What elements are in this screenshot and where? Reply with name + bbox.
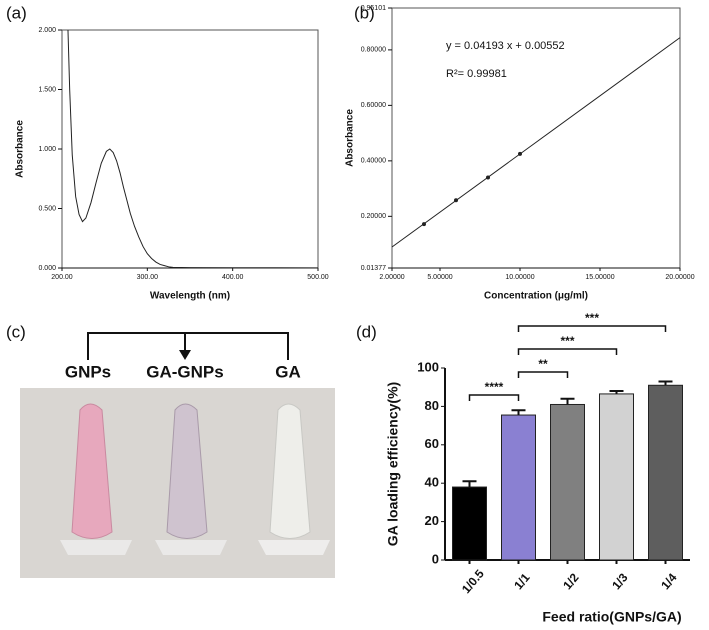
y-tick-label: 20 [425, 513, 439, 528]
y-tick-label: 0.80000 [361, 47, 386, 54]
panel-label: (b) [354, 3, 375, 22]
error-bar [462, 480, 477, 488]
photo-panel: (c) GNPs GA-GNPs GA [6, 322, 335, 578]
error-bar [560, 397, 575, 405]
y-tick-label: 0.60000 [361, 102, 386, 109]
x-tick-label: 5.00000 [427, 274, 452, 281]
tube-label: GNPs [65, 362, 111, 381]
tube [71, 403, 113, 539]
y-tick-label: 1.500 [38, 86, 56, 93]
y-tick-label: 0.500 [38, 205, 56, 212]
bar [452, 486, 487, 561]
annotation: y = 0.04193 x + 0.00552 [446, 40, 565, 52]
significance-bracket [517, 348, 618, 355]
panel-label: (d) [356, 322, 377, 341]
x-axis-label: Concentration (μg/ml) [484, 291, 588, 302]
significance-label: *** [560, 334, 574, 348]
bar [599, 393, 634, 561]
x-tick-label: 1/3 [609, 570, 631, 592]
tube-base [60, 540, 132, 555]
error-bar [658, 380, 673, 386]
data-point [422, 222, 426, 227]
tube-label: GA-GNPs [146, 362, 223, 381]
x-tick-label: 500.00 [307, 274, 329, 281]
tube-label: GA [275, 362, 301, 381]
x-tick-label: 1/2 [560, 570, 582, 592]
bar [550, 403, 585, 561]
y-tick-label: 0.20000 [361, 213, 386, 220]
y-tick-label: 2.000 [38, 27, 56, 34]
x-tick-label: 10.00000 [505, 274, 534, 281]
bar [501, 414, 536, 561]
x-tick-label: 1/4 [658, 570, 680, 592]
y-tick-label: 80 [425, 398, 439, 413]
significance-bracket [517, 325, 667, 332]
tube-base [155, 540, 227, 555]
significance-label: *** [585, 311, 599, 325]
significance-bracket [517, 371, 569, 378]
x-tick-label: 300.00 [137, 274, 159, 281]
annotation: R²= 0.99981 [446, 68, 507, 80]
y-axis-label: Absorbance [15, 120, 26, 178]
arrow [179, 350, 191, 360]
panel-label: (a) [6, 3, 27, 22]
error-bar [609, 390, 624, 394]
y-tick-label: 0 [432, 551, 439, 566]
y-tick-label: 0.40000 [361, 158, 386, 165]
tube-base [258, 540, 330, 555]
x-axis-label: Wavelength (nm) [150, 291, 230, 302]
error-bar [511, 409, 526, 416]
significance-label: **** [485, 380, 504, 394]
x-tick-label: 200.00 [51, 274, 73, 281]
x-tick-label: 1/1 [511, 570, 533, 592]
y-axis-label: GA loading efficiency(%) [385, 382, 401, 546]
x-tick-label: 20.00000 [665, 274, 694, 281]
y-axis-label: Absorbance [345, 109, 356, 167]
x-tick-label: 400.00 [222, 274, 244, 281]
y-tick-label: 0.000 [38, 265, 56, 272]
y-tick-label: 40 [425, 475, 439, 490]
tube [166, 403, 208, 539]
y-tick-label: 100 [417, 359, 439, 374]
y-tick-label: 1.000 [38, 146, 56, 153]
data-point [486, 175, 490, 180]
x-tick-label: 2.00000 [379, 274, 404, 281]
plot-frame [61, 29, 319, 269]
significance-label: ** [538, 357, 548, 371]
y-tick-label: 0.01377 [361, 265, 386, 272]
x-tick-label: 15.00000 [585, 274, 614, 281]
tube [269, 403, 311, 539]
x-axis-label: Feed ratio(GNPs/GA) [542, 609, 681, 625]
bracket [87, 332, 289, 360]
x-tick-label: 1/0.5 [459, 567, 487, 597]
data-point [454, 198, 458, 203]
bar [648, 384, 683, 561]
y-tick-label: 0.95101 [361, 5, 386, 12]
fit-line [391, 37, 681, 248]
panel-label: (c) [6, 322, 26, 341]
spectrum-line [67, 29, 319, 269]
y-tick-label: 60 [425, 436, 439, 451]
significance-bracket [468, 394, 520, 401]
data-point [518, 151, 522, 156]
